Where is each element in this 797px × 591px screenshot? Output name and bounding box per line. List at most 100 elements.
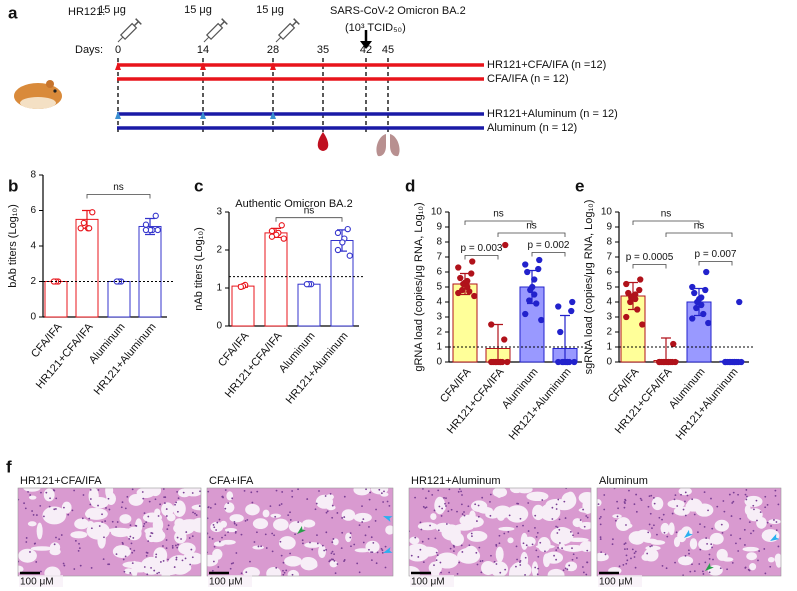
nucleus bbox=[422, 561, 425, 564]
nucleus bbox=[153, 569, 156, 572]
image-border bbox=[408, 487, 592, 577]
comparison-label: p = 0.0005 bbox=[626, 252, 674, 263]
nucleus bbox=[579, 519, 582, 521]
nucleus bbox=[285, 569, 288, 572]
alveolus bbox=[436, 553, 457, 564]
nucleus bbox=[703, 491, 706, 494]
nucleus bbox=[564, 567, 567, 570]
nucleus bbox=[176, 510, 179, 513]
nucleus bbox=[489, 500, 491, 503]
nucleus bbox=[240, 572, 243, 575]
alveolus bbox=[229, 514, 244, 523]
alveolus bbox=[495, 546, 504, 563]
nucleus bbox=[162, 560, 165, 562]
data-point bbox=[488, 321, 495, 328]
nucleus bbox=[417, 556, 420, 558]
nucleus bbox=[519, 564, 522, 566]
panel-letter: a bbox=[8, 3, 18, 22]
alveolus bbox=[667, 499, 685, 509]
nucleus bbox=[224, 534, 227, 537]
nucleus bbox=[325, 511, 328, 514]
nucleus bbox=[147, 515, 150, 518]
y-tick-label: 2 bbox=[606, 327, 612, 338]
image-title: CFA+IFA bbox=[209, 475, 254, 487]
nucleus bbox=[116, 521, 119, 523]
comparison-label: p = 0.002 bbox=[528, 240, 570, 251]
nucleus bbox=[289, 552, 291, 555]
syringe-handle bbox=[293, 18, 300, 25]
nucleus bbox=[691, 563, 693, 566]
nucleus bbox=[334, 572, 337, 575]
nucleus bbox=[215, 529, 218, 531]
y-tick-label: 3 bbox=[436, 312, 442, 323]
nucleus bbox=[180, 538, 182, 540]
nucleus bbox=[652, 496, 655, 499]
nucleus bbox=[185, 531, 188, 533]
nucleus bbox=[164, 496, 167, 499]
nucleus bbox=[688, 552, 690, 555]
nucleus bbox=[246, 519, 249, 521]
nucleus bbox=[151, 532, 154, 535]
alveolus bbox=[245, 503, 260, 516]
data-point bbox=[694, 298, 701, 306]
alveolus bbox=[252, 518, 269, 530]
dose-arrow bbox=[200, 111, 206, 119]
alveolus bbox=[531, 561, 539, 576]
data-point bbox=[501, 336, 508, 343]
nucleus bbox=[541, 499, 544, 501]
nucleus bbox=[40, 491, 42, 494]
nucleus bbox=[719, 567, 722, 570]
nucleus bbox=[234, 530, 237, 533]
nucleus bbox=[603, 494, 606, 496]
nucleus bbox=[534, 514, 537, 517]
comparison-bracket bbox=[632, 220, 700, 225]
nucleus bbox=[78, 542, 80, 545]
nucleus bbox=[603, 508, 606, 511]
nucleus bbox=[224, 507, 227, 510]
nucleus bbox=[191, 492, 194, 494]
data-point bbox=[80, 219, 87, 227]
nucleus bbox=[383, 490, 385, 493]
nucleus bbox=[158, 571, 160, 574]
nucleus bbox=[575, 557, 578, 559]
comparison-label: ns bbox=[661, 209, 672, 220]
nucleus bbox=[756, 519, 758, 522]
nucleus bbox=[555, 549, 558, 552]
bar bbox=[138, 225, 162, 318]
comparison-label: ns bbox=[493, 209, 504, 220]
nucleus bbox=[474, 503, 477, 506]
alveolus bbox=[520, 551, 529, 569]
nucleus bbox=[479, 560, 482, 563]
nucleus bbox=[173, 566, 176, 568]
nucleus bbox=[730, 534, 732, 536]
nucleus bbox=[243, 489, 246, 492]
nucleus bbox=[515, 565, 517, 568]
nucleus bbox=[71, 509, 74, 512]
data-point bbox=[538, 316, 545, 324]
data-point bbox=[526, 297, 533, 304]
nucleus bbox=[471, 535, 473, 538]
nucleus bbox=[274, 515, 277, 518]
alveolus bbox=[273, 518, 289, 531]
nucleus bbox=[616, 500, 618, 503]
data-point bbox=[738, 358, 745, 366]
nucleus bbox=[97, 504, 99, 507]
alveolus bbox=[417, 546, 439, 557]
nucleus bbox=[325, 548, 327, 551]
nucleus bbox=[625, 554, 628, 557]
nucleus bbox=[249, 560, 251, 563]
alveolus bbox=[643, 548, 659, 562]
alveolus bbox=[178, 542, 196, 555]
nucleus bbox=[723, 510, 726, 513]
nucleus bbox=[623, 501, 626, 503]
nucleus bbox=[684, 514, 687, 517]
nucleus bbox=[362, 541, 365, 544]
x-tick-label: HR121+Aluminum bbox=[284, 330, 351, 406]
alveolus bbox=[495, 488, 503, 498]
lesion-arrow bbox=[383, 516, 393, 522]
alveolus bbox=[698, 538, 713, 551]
data-point bbox=[639, 321, 646, 328]
nucleus bbox=[556, 526, 559, 529]
nucleus bbox=[280, 554, 283, 557]
nucleus bbox=[747, 568, 750, 571]
